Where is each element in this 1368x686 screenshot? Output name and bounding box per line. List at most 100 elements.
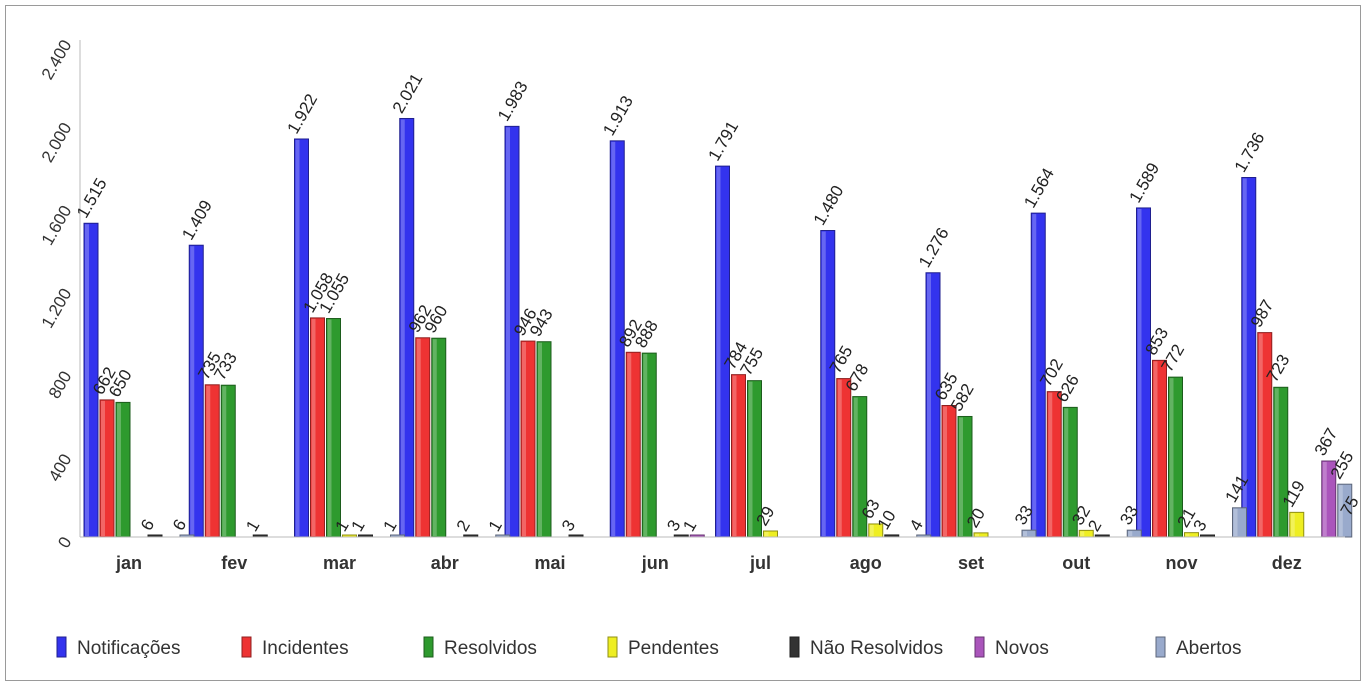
data-label: 1 xyxy=(380,517,401,535)
data-label: 1.409 xyxy=(178,197,216,243)
data-label: 6 xyxy=(169,516,190,534)
x-tick-label: jul xyxy=(749,553,771,573)
y-tick-label: 800 xyxy=(45,368,76,402)
data-label: 1.983 xyxy=(494,78,532,124)
legend-label: Resolvidos xyxy=(444,638,537,659)
bar-highlight xyxy=(1137,208,1142,536)
data-label: 1.515 xyxy=(73,175,111,221)
legend-swatch xyxy=(423,636,434,658)
bar-highlight xyxy=(1032,214,1037,536)
x-tick-label: mar xyxy=(323,553,356,573)
data-label: 4 xyxy=(906,516,927,534)
bar-highlight xyxy=(943,406,947,536)
bars xyxy=(83,117,1353,538)
x-tick-label: jan xyxy=(115,553,142,573)
legend-swatch xyxy=(241,636,252,658)
bar-highlight xyxy=(1169,378,1174,536)
x-tick-label: jun xyxy=(641,553,669,573)
bar-highlight xyxy=(1322,462,1327,536)
legend: Notificações Incidentes Resolvidos Pendente… xyxy=(56,636,1241,659)
y-tick-label: 2.000 xyxy=(38,119,76,165)
x-tick-label: mai xyxy=(534,553,565,573)
y-tick-label: 1.600 xyxy=(38,202,76,248)
bar-highlight xyxy=(311,318,316,536)
legend-label: Não Resolvidos xyxy=(810,638,943,659)
bar-highlight xyxy=(1064,408,1069,536)
bar-highlight xyxy=(748,381,753,536)
bar-highlight xyxy=(222,386,227,536)
data-label: 1.564 xyxy=(1020,165,1058,211)
bar-highlight xyxy=(821,231,826,536)
data-label: 2 xyxy=(453,517,474,535)
bar-highlight xyxy=(643,354,648,536)
bar-highlight xyxy=(1242,178,1247,536)
bar-highlight xyxy=(716,167,721,536)
x-axis: jan fev mar abr mai jun jul ago set out nov dez xyxy=(80,536,1345,573)
x-tick-label: out xyxy=(1062,553,1090,573)
chart-frame xyxy=(5,5,1361,681)
bar-highlight xyxy=(1338,485,1343,536)
y-tick-label: 1.200 xyxy=(38,285,76,331)
x-tick-label: fev xyxy=(221,553,247,573)
legend-swatch xyxy=(1155,636,1166,658)
bar-highlight xyxy=(432,339,437,536)
x-tick-label: dez xyxy=(1272,553,1302,573)
bar-highlight xyxy=(506,127,510,536)
legend-swatch xyxy=(974,636,985,658)
data-label: 1 xyxy=(679,517,700,535)
legend-label: Notificações xyxy=(77,638,181,659)
bar-highlight xyxy=(190,246,195,536)
x-tick-label: nov xyxy=(1165,553,1197,573)
legend-swatch xyxy=(56,636,67,658)
bar-highlight xyxy=(1274,388,1279,536)
bar-highlight xyxy=(1023,531,1027,536)
bar-highlight xyxy=(869,524,874,536)
legend-label: Novos xyxy=(995,638,1049,659)
data-label: 1.922 xyxy=(284,91,322,137)
bar-highlight xyxy=(400,119,405,536)
bar-highlight xyxy=(611,141,616,536)
x-tick-label: abr xyxy=(431,553,459,573)
legend-label: Incidentes xyxy=(262,638,349,659)
bar-highlight xyxy=(117,403,121,536)
bar-highlight xyxy=(959,417,963,536)
y-axis: 0 400 800 1.200 1.600 2.000 2.400 xyxy=(38,37,81,552)
bar-highlight xyxy=(1185,533,1190,536)
bar-highlight xyxy=(1048,392,1053,536)
bar-highlight xyxy=(927,273,931,536)
data-label: 6 xyxy=(137,516,158,534)
data-label: 1 xyxy=(348,517,369,535)
bar-highlight xyxy=(1290,513,1295,536)
bar-highlight xyxy=(85,224,89,537)
y-tick-label: 2.400 xyxy=(38,37,76,83)
x-tick-label: set xyxy=(958,553,984,573)
y-tick-label: 0 xyxy=(54,534,75,552)
data-label: 1.589 xyxy=(1126,160,1164,206)
bar-highlight xyxy=(732,375,737,536)
bar-highlight xyxy=(538,342,542,536)
bar-highlight xyxy=(837,379,842,536)
bar-highlight xyxy=(1258,333,1263,536)
bar-highlight xyxy=(627,353,632,536)
y-tick-label: 400 xyxy=(45,451,76,485)
bar-highlight xyxy=(853,397,858,536)
data-label: 3 xyxy=(558,517,579,535)
bar-highlight xyxy=(327,319,332,536)
legend-label: Abertos xyxy=(1176,638,1241,659)
bar-highlight xyxy=(522,342,526,536)
legend-swatch xyxy=(607,636,618,658)
bar-highlight xyxy=(1233,508,1238,536)
bar-highlight xyxy=(975,533,979,536)
x-tick-label: ago xyxy=(850,553,882,573)
data-label: 1.913 xyxy=(599,93,637,139)
legend-label: Pendentes xyxy=(628,638,719,659)
data-label: 1.480 xyxy=(810,182,848,228)
bar-highlight xyxy=(295,139,300,536)
data-label: 2.021 xyxy=(389,70,427,116)
data-label: 1 xyxy=(242,517,263,535)
data-label: 1.791 xyxy=(705,118,743,164)
data-label: 1 xyxy=(485,517,506,535)
data-label: 1.736 xyxy=(1231,129,1269,175)
bar-highlight xyxy=(206,385,211,536)
